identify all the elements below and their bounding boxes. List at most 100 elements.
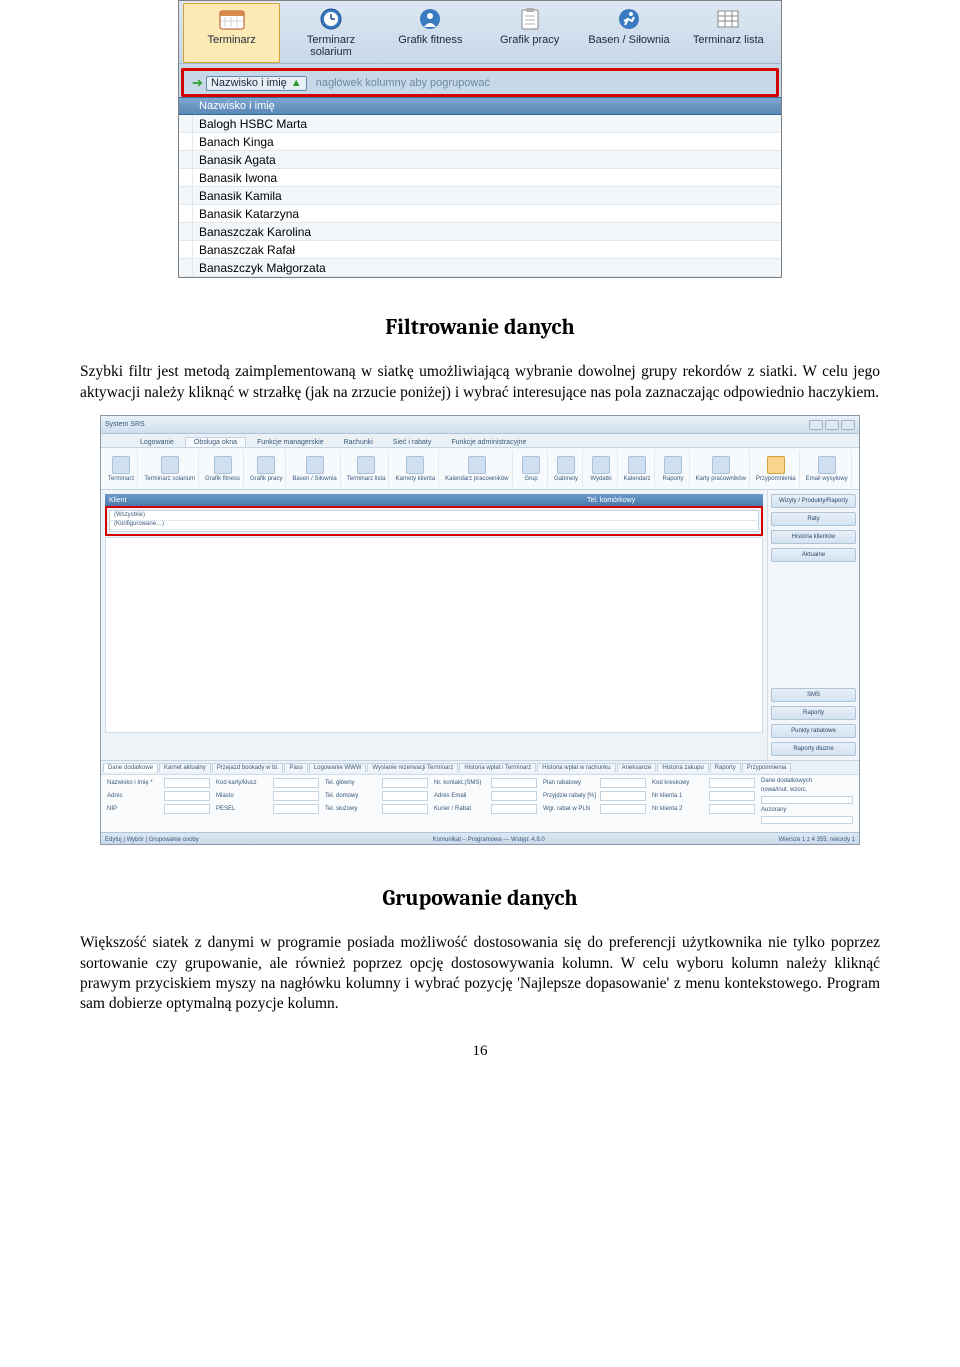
bottom-tab[interactable]: Przypomnienia — [742, 763, 792, 772]
table-row[interactable]: Banaszczak Karolina — [179, 223, 781, 241]
column-header-nazwisko[interactable]: Nazwisko i imię — [193, 99, 281, 113]
ribbon-button[interactable]: Wydatki — [586, 450, 618, 487]
ribbon-button[interactable]: Kalendarz — [621, 450, 655, 487]
tb-grafik-pracy[interactable]: Grafik pracy — [481, 3, 578, 63]
input-nrk1[interactable] — [709, 791, 755, 801]
bottom-tab[interactable]: Pass — [284, 763, 307, 772]
input-kod[interactable] — [273, 778, 319, 788]
ribbon-button[interactable]: Terminarz lista — [344, 450, 390, 487]
close-button[interactable] — [841, 420, 855, 430]
ribbon-tab[interactable]: Funkcje administracyjne — [442, 437, 535, 447]
input-nazwisko[interactable] — [164, 778, 210, 788]
ribbon-label: Grafik fitness — [205, 476, 240, 482]
rf-input[interactable] — [761, 796, 853, 804]
ribbon-button[interactable]: Gabinety — [551, 450, 583, 487]
group-drag-area[interactable]: ➔ Nazwisko i imię ▲ nagłówek kolumny aby… — [188, 75, 772, 91]
sidebar-button[interactable]: Punkty rabatowe — [771, 724, 856, 738]
table-row[interactable]: Banaszczyk Małgorzata — [179, 259, 781, 277]
input-kurier[interactable] — [491, 804, 537, 814]
table-row[interactable]: Banach Kinga — [179, 133, 781, 151]
ribbon-button[interactable]: Grup — [516, 450, 548, 487]
col-klient[interactable]: Klient — [105, 497, 583, 504]
tb-terminarz-lista[interactable]: Terminarz lista — [680, 3, 777, 63]
group-chip[interactable]: Nazwisko i imię ▲ — [206, 76, 307, 91]
filter-option[interactable]: (Konfigurowane…) — [111, 521, 757, 530]
cell-nazwisko: Balogh HSBC Marta — [193, 117, 781, 131]
ribbon-tab[interactable]: Obsługa okna — [185, 437, 246, 447]
ribbon-button[interactable]: Karty pracowników — [693, 450, 750, 487]
rf-input[interactable] — [761, 816, 853, 824]
sidebar-button[interactable]: Wizyty / Produkty/Raporty — [771, 494, 856, 508]
table-row[interactable]: Banasik Katarzyna — [179, 205, 781, 223]
row-selector[interactable] — [179, 151, 193, 168]
bottom-tab[interactable]: Historia zakupu — [657, 763, 708, 772]
bottom-tab[interactable]: Raporty — [710, 763, 741, 772]
row-selector[interactable] — [179, 133, 193, 150]
tb-terminarz[interactable]: Terminarz — [183, 3, 280, 63]
minimize-button[interactable] — [809, 420, 823, 430]
ribbon-button[interactable]: Grafik pracy — [247, 450, 286, 487]
sidebar-button[interactable]: Historia klientów — [771, 530, 856, 544]
sidebar-button[interactable]: Aktualne — [771, 548, 856, 562]
input-tel-dom[interactable] — [382, 791, 428, 801]
row-selector[interactable] — [179, 241, 193, 258]
row-selector[interactable] — [179, 205, 193, 222]
filter-option[interactable]: (Wszystkie) — [111, 512, 757, 521]
row-selector[interactable] — [179, 187, 193, 204]
ribbon-button[interactable]: Kalendarz pracowników — [442, 450, 512, 487]
input-email[interactable] — [491, 791, 537, 801]
ribbon-button[interactable]: Grafik fitness — [202, 450, 244, 487]
input-plan[interactable] — [600, 778, 646, 788]
input-tel[interactable] — [382, 778, 428, 788]
bottom-tab[interactable]: Karnet aktualny — [159, 763, 211, 772]
input-tel-sluz[interactable] — [382, 804, 428, 814]
ribbon-tab[interactable]: Logowanie — [131, 437, 183, 447]
sidebar-button[interactable]: Raporty — [771, 706, 856, 720]
input-kodkresk[interactable] — [709, 778, 755, 788]
ribbon-tab[interactable]: Sieć i rabaty — [384, 437, 441, 447]
col-tel[interactable]: Tel. komórkowy — [583, 497, 763, 504]
bottom-tab[interactable]: Historia wpłat w rachunku — [537, 763, 615, 772]
input-nrk2[interactable] — [709, 804, 755, 814]
ribbon-button[interactable]: Raporty — [658, 450, 690, 487]
tb-terminarz-solarium[interactable]: Terminarz solarium — [282, 3, 379, 63]
sidebar-button[interactable]: SMS — [771, 688, 856, 702]
input-rabaty[interactable] — [600, 791, 646, 801]
table-row[interactable]: Banaszczak Rafał — [179, 241, 781, 259]
ribbon-button[interactable]: Przypomnienia — [753, 450, 800, 487]
input-miasto[interactable] — [273, 791, 319, 801]
row-selector[interactable] — [179, 223, 193, 240]
ribbon-tab[interactable]: Funkcje managerskie — [248, 437, 333, 447]
ribbon-button[interactable]: Terminarz solarium — [141, 450, 199, 487]
tb-grafik-fitness[interactable]: Grafik fitness — [382, 3, 479, 63]
table-row[interactable]: Balogh HSBC Marta — [179, 115, 781, 133]
ribbon-icon — [628, 456, 646, 474]
input-nr-kontakt[interactable] — [491, 778, 537, 788]
bottom-tab[interactable]: Aneksanze — [617, 763, 657, 772]
row-selector[interactable] — [179, 115, 193, 132]
ribbon-button[interactable]: Email wysyłowy — [803, 450, 852, 487]
input-pesel[interactable] — [273, 804, 319, 814]
ribbon-tab[interactable]: Rachunki — [335, 437, 382, 447]
sidebar-button[interactable]: Raty — [771, 512, 856, 526]
input-adres[interactable] — [164, 791, 210, 801]
sidebar-button[interactable]: Raporty dluzne — [771, 742, 856, 756]
bottom-tab[interactable]: Przejazd bookady w bl. — [212, 763, 284, 772]
row-selector[interactable] — [179, 259, 193, 276]
table-row[interactable]: Banasik Kamila — [179, 187, 781, 205]
bottom-tab[interactable]: Logowanie WWW — [309, 763, 367, 772]
table-row[interactable]: Banasik Agata — [179, 151, 781, 169]
bottom-tab[interactable]: Dane dodatkowe — [103, 763, 158, 772]
grid-header[interactable]: Nazwisko i imię — [179, 97, 781, 115]
ribbon-button[interactable]: Basen / Siłownia — [289, 450, 340, 487]
tb-basen-silownia[interactable]: Basen / Siłownia — [580, 3, 677, 63]
table-row[interactable]: Banasik Iwona — [179, 169, 781, 187]
input-nip[interactable] — [164, 804, 210, 814]
bottom-tab[interactable]: Wyslanie rezerwacji Terminarz — [367, 763, 458, 772]
ribbon-button[interactable]: Terminarz — [105, 450, 138, 487]
ribbon-button[interactable]: Karnety klienta — [392, 450, 439, 487]
bottom-tab[interactable]: Historia wpłat i Terminarz — [459, 763, 536, 772]
maximize-button[interactable] — [825, 420, 839, 430]
input-wgr[interactable] — [600, 804, 646, 814]
row-selector[interactable] — [179, 169, 193, 186]
